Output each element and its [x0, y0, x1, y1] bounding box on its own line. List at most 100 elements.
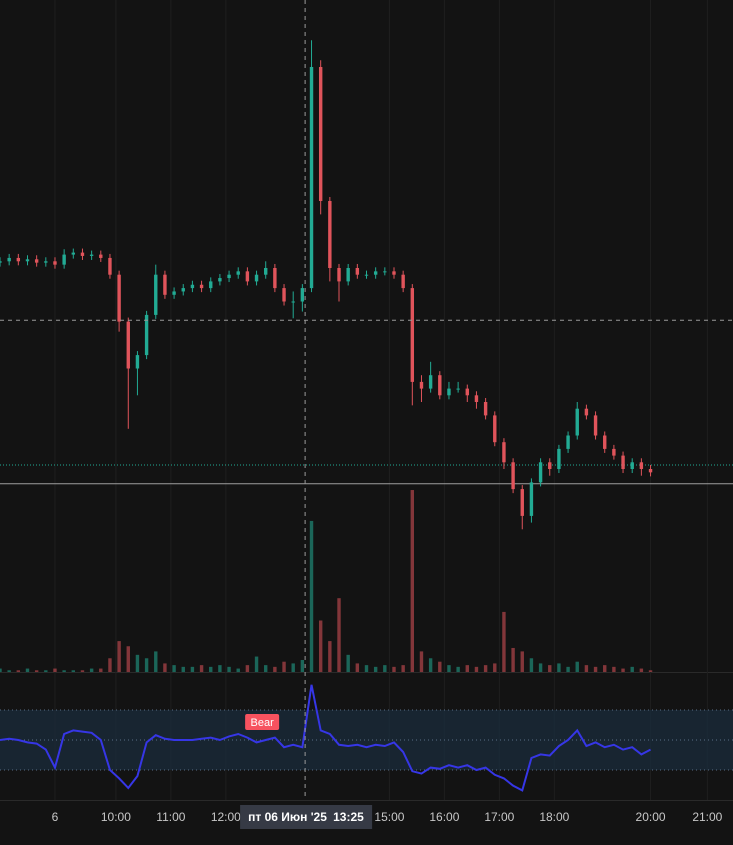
candle-body	[566, 435, 570, 449]
candle-body	[108, 257, 112, 275]
candle-body	[163, 274, 167, 295]
candle-body	[493, 415, 497, 443]
candle-body	[154, 274, 158, 315]
volume-bar	[264, 665, 268, 672]
volume-bar	[135, 654, 140, 672]
volume-bar	[566, 666, 570, 672]
volume-bar	[34, 670, 39, 672]
volume-bar	[44, 670, 48, 672]
candle-body	[639, 462, 644, 469]
volume-bar	[7, 670, 11, 672]
volume-bar	[538, 663, 543, 672]
candle-body	[62, 254, 66, 265]
volume-bar	[364, 665, 369, 672]
candle-body	[465, 388, 469, 396]
candle-body	[337, 268, 341, 282]
volume-bar	[0, 668, 2, 672]
volume-bar	[612, 666, 616, 672]
candle-body	[355, 268, 360, 275]
volume-bar	[465, 665, 469, 672]
volume-bar	[529, 658, 534, 672]
candle-body	[575, 408, 579, 436]
candle-body	[548, 462, 552, 469]
candle-body	[318, 67, 323, 201]
candle-body	[392, 271, 396, 275]
candle-body	[172, 291, 176, 295]
volume-bar	[648, 670, 653, 672]
candle-body	[80, 252, 85, 256]
candle-body	[144, 314, 149, 356]
volume-bar	[639, 668, 644, 672]
annotation-box	[245, 714, 280, 730]
volume-bar	[25, 668, 30, 672]
volume-bar	[80, 670, 85, 672]
candle-body	[117, 274, 121, 322]
volume-bar	[355, 663, 360, 672]
volume-bar	[53, 668, 57, 672]
x-tick-label: 20:00	[636, 810, 666, 824]
candle-body	[612, 448, 616, 456]
volume-bar	[190, 666, 195, 672]
volume-bar	[557, 663, 561, 672]
x-tick-label: 18:00	[539, 810, 569, 824]
volume-bar	[428, 658, 433, 672]
candle-body	[16, 257, 21, 262]
candle-body	[273, 268, 277, 289]
candle-body	[538, 462, 543, 483]
candle-body	[603, 435, 607, 449]
candle-body	[71, 252, 75, 255]
candle-body	[135, 355, 140, 369]
volume-bar	[227, 666, 231, 672]
volume-bar	[520, 651, 524, 672]
candle-body	[291, 301, 295, 303]
x-tick-label: 16:00	[429, 810, 459, 824]
candle-body	[53, 261, 57, 265]
volume-bar	[309, 520, 314, 672]
candle-body	[227, 274, 231, 279]
volume-bar	[438, 661, 442, 672]
volume-bar	[254, 656, 259, 672]
candle-body	[557, 448, 561, 469]
candle-body	[0, 261, 2, 263]
candle-body	[89, 254, 94, 256]
volume-bar	[410, 490, 415, 672]
volume-bar	[447, 665, 451, 672]
volume-bar	[584, 665, 589, 672]
indicator-band	[0, 710, 733, 770]
volume-bar	[245, 665, 250, 672]
candle-body	[529, 482, 534, 516]
crosshair-label-box	[240, 805, 373, 829]
x-tick-label: 11:00	[156, 810, 185, 824]
candle-body	[621, 455, 625, 469]
volume-bar	[621, 668, 625, 672]
candle-body	[264, 268, 268, 275]
crosshair-time: 13:25	[333, 810, 364, 824]
candle-body	[447, 388, 451, 396]
candle-body	[483, 402, 488, 416]
candle-body	[44, 261, 48, 263]
volume-bar	[181, 666, 185, 672]
volume-bar	[318, 620, 323, 672]
candle-body	[254, 274, 259, 282]
candle-body	[199, 284, 204, 289]
candle-body	[364, 274, 369, 276]
candle-body	[181, 288, 185, 292]
candle-body	[300, 288, 305, 302]
volume-bar	[282, 661, 286, 672]
candle-body	[630, 462, 634, 469]
volume-bar	[144, 658, 149, 672]
volume-bar	[236, 668, 240, 672]
volume-bar	[154, 651, 158, 672]
volume-bar	[493, 663, 497, 672]
indicator-line	[0, 684, 652, 792]
volume-bar	[163, 663, 167, 672]
candle-body	[328, 201, 332, 268]
candle-body	[383, 271, 387, 273]
candle-body	[34, 259, 39, 263]
volume-bar	[603, 665, 607, 672]
candle-body	[126, 321, 130, 369]
volume-bar	[502, 611, 506, 672]
candle-body	[7, 257, 11, 262]
volume-bar	[456, 666, 460, 672]
volume-bar	[337, 598, 341, 672]
